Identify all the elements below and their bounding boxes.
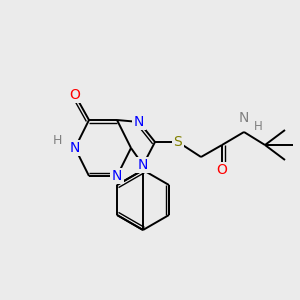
Text: N: N [134,115,144,129]
Text: N: N [239,111,249,125]
Text: S: S [174,135,182,149]
Text: N: N [138,158,148,172]
Text: O: O [217,163,227,177]
Text: N: N [112,169,122,183]
Text: H: H [254,121,262,134]
Text: O: O [70,88,80,102]
Text: N: N [70,141,80,155]
Text: H: H [52,134,62,146]
